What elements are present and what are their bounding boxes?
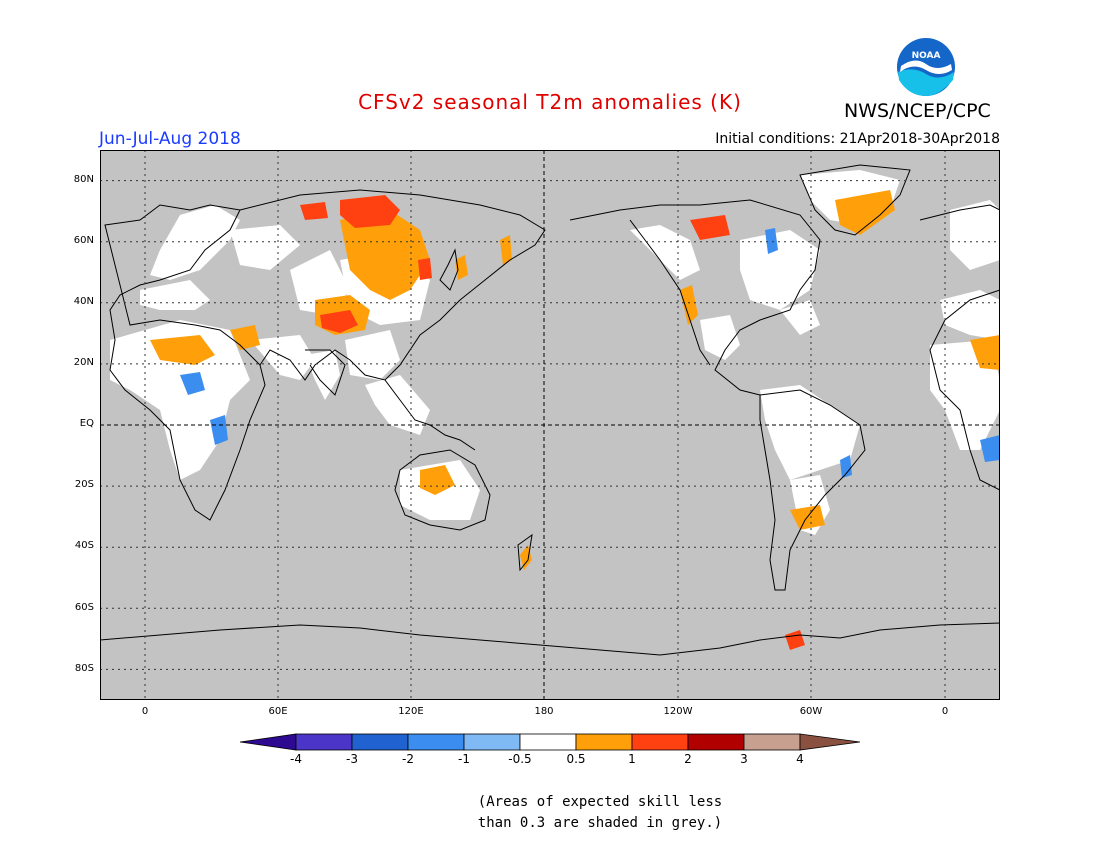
colorbar: [240, 733, 860, 751]
lon-label-0: 0: [141, 706, 149, 717]
colorbar-label-3: 3: [740, 752, 748, 766]
lat-label-80s: 80S: [74, 663, 94, 674]
equator-and-dateline: [100, 150, 1000, 700]
lat-label-40n: 40N: [73, 296, 94, 307]
lon-label-60w: 60W: [799, 706, 823, 717]
colorbar-label-2: 2: [684, 752, 692, 766]
colorbar-lt-neg4: [240, 733, 297, 751]
colorbar-neg4-neg3: [295, 733, 353, 751]
colorbar-2-3: [687, 733, 745, 751]
colorbar-neg3-neg2: [351, 733, 409, 751]
colorbar-label-4: 4: [796, 752, 804, 766]
lat-label-20s: 20S: [74, 479, 94, 490]
lat-label-eq: EQ: [79, 418, 94, 429]
initial-conditions-label: Initial conditions: 21Apr2018-30Apr2018: [715, 131, 1000, 147]
lat-label-60s: 60S: [74, 602, 94, 613]
colorbar-label-neg3: -3: [346, 752, 358, 766]
lon-label-60e: 60E: [268, 706, 288, 717]
colorbar-neg1-neg05: [463, 733, 521, 751]
lon-label-120w: 120W: [663, 706, 693, 717]
lat-label-80n: 80N: [73, 174, 94, 185]
lon-label-120e: 120E: [398, 706, 424, 717]
lon-label-0-right: 0: [941, 706, 949, 717]
lat-label-20n: 20N: [73, 357, 94, 368]
noaa-logo-text: NOAA: [912, 51, 941, 61]
season-label: Jun-Jul-Aug 2018: [99, 129, 241, 149]
lon-label-180: 180: [534, 706, 554, 717]
colorbar-neg05-05: [519, 733, 577, 751]
colorbar-label-neg4: -4: [290, 752, 302, 766]
colorbar-label-neg05: -0.5: [508, 752, 532, 766]
coastlines: [100, 164, 1000, 656]
colorbar-label-neg1: -1: [458, 752, 470, 766]
colorbar-3-4: [743, 733, 801, 751]
colorbar-label-neg2: -2: [402, 752, 414, 766]
grid-lines: [100, 150, 1000, 700]
noaa-logo: NOAA: [896, 37, 956, 97]
skill-note-line2: than 0.3 are shaded in grey.): [477, 815, 723, 831]
colorbar-neg2-neg1: [407, 733, 465, 751]
hot-anomaly-regions-1-2K: [300, 195, 805, 650]
lat-label-60n: 60N: [73, 235, 94, 246]
anomaly-map: [100, 150, 1000, 700]
cool-anomaly-regions: [180, 228, 1000, 478]
colorbar-05-1: [575, 733, 633, 751]
colorbar-label-1: 1: [628, 752, 636, 766]
map-frame: [100, 150, 1000, 700]
colorbar-1-2: [631, 733, 689, 751]
agency-label: NWS/NCEP/CPC: [844, 100, 991, 122]
skill-note: (Areas of expected skill less than 0.3 a…: [440, 792, 760, 834]
chart-title: CFSv2 seasonal T2m anomalies (K): [358, 90, 742, 114]
colorbar-gt-4: [799, 733, 860, 751]
colorbar-label-05: 0.5: [566, 752, 586, 766]
lat-label-40s: 40S: [74, 540, 94, 551]
skill-note-line1: (Areas of expected skill less: [477, 794, 723, 810]
